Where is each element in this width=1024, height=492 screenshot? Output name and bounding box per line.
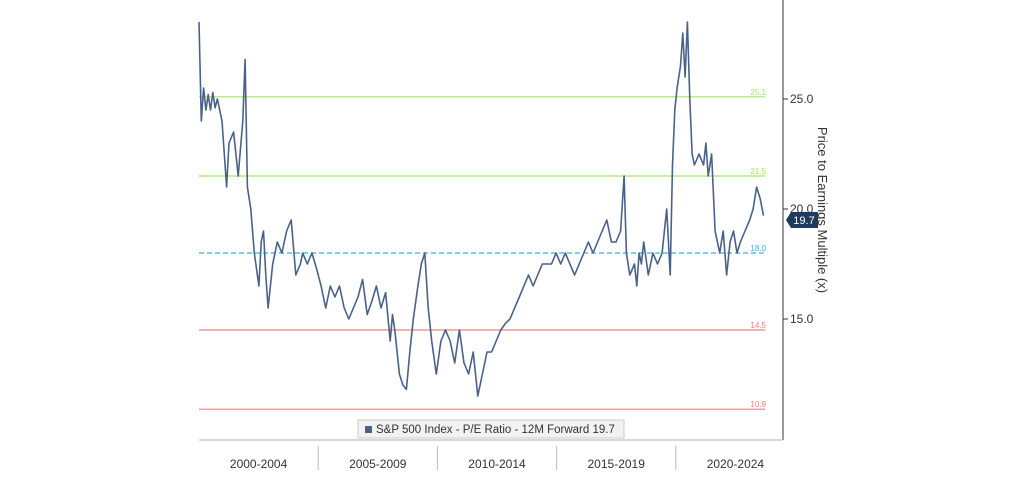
last-value-label: 19.7 [793,215,814,227]
legend-box [357,419,625,439]
legend-entry: S&P 500 Index - P/E Ratio - 12M Forward … [376,424,615,436]
y-axis-label: Price to Earnings Multiple (x) [815,127,830,293]
legend-swatch [365,426,372,433]
reference-line-label-4: 10.9 [750,400,766,409]
x-period-label-4: 2020-2024 [707,457,765,471]
reference-line-label-1: 21.5 [750,167,766,176]
x-period-label-1: 2005-2009 [349,457,407,471]
reference-lines: 25.1 21.5 18.0 14.5 10.9 [199,88,767,410]
reference-line-label-2: 18.0 [750,244,766,253]
last-value-marker [786,212,818,228]
last-value-badge: 19.7 [786,212,818,228]
series-line-0 [198,21,765,397]
x-period-label-2: 2010-2014 [468,457,526,471]
y-tick-label-0: 15.0 [790,312,814,326]
y-axis-ticks: 15.020.025.0 [783,92,814,326]
legend-series-name: S&P 500 Index - P/E Ratio - 12M Forward [376,424,589,436]
legend-last-value: 19.7 [592,424,614,436]
x-period-label-3: 2015-2019 [588,457,646,471]
x-period-label-0: 2000-2004 [230,457,288,471]
reference-line-label-0: 25.1 [750,88,766,97]
legend: S&P 500 Index - P/E Ratio - 12M Forward … [357,419,625,439]
y-tick-label-2: 25.0 [790,92,814,106]
period-labels: 2000-2004 2005-2009 2010-2014 2015-2019 2020… [230,446,765,471]
reference-line-label-3: 14.5 [750,321,766,330]
series-group [198,21,765,397]
